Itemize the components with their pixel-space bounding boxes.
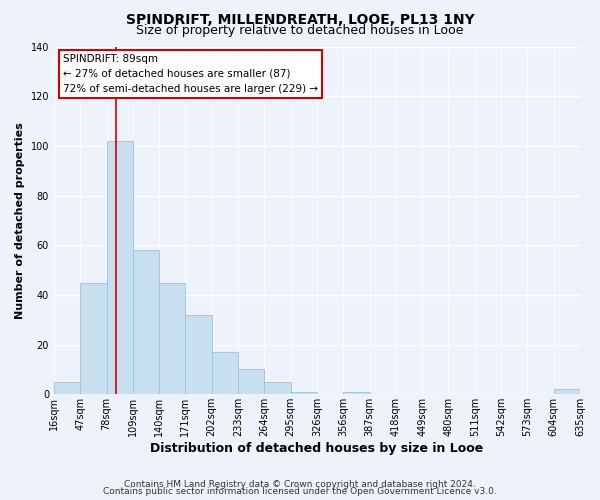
Text: SPINDRIFT, MILLENDREATH, LOOE, PL13 1NY: SPINDRIFT, MILLENDREATH, LOOE, PL13 1NY	[125, 12, 475, 26]
Bar	[54, 382, 80, 394]
Text: Contains HM Land Registry data © Crown copyright and database right 2024.: Contains HM Land Registry data © Crown c…	[124, 480, 476, 489]
Bar	[290, 392, 317, 394]
Bar	[212, 352, 238, 395]
Bar	[238, 370, 265, 394]
Bar	[265, 382, 290, 394]
Bar	[133, 250, 159, 394]
Bar	[185, 315, 212, 394]
X-axis label: Distribution of detached houses by size in Looe: Distribution of detached houses by size …	[151, 442, 484, 455]
Text: Contains public sector information licensed under the Open Government Licence v3: Contains public sector information licen…	[103, 488, 497, 496]
Bar	[80, 282, 107, 395]
Bar	[554, 390, 580, 394]
Y-axis label: Number of detached properties: Number of detached properties	[15, 122, 25, 319]
Bar	[107, 141, 133, 395]
Text: Size of property relative to detached houses in Looe: Size of property relative to detached ho…	[136, 24, 464, 37]
Text: SPINDRIFT: 89sqm
← 27% of detached houses are smaller (87)
72% of semi-detached : SPINDRIFT: 89sqm ← 27% of detached house…	[63, 54, 318, 94]
Bar	[343, 392, 370, 394]
Bar	[159, 282, 185, 395]
